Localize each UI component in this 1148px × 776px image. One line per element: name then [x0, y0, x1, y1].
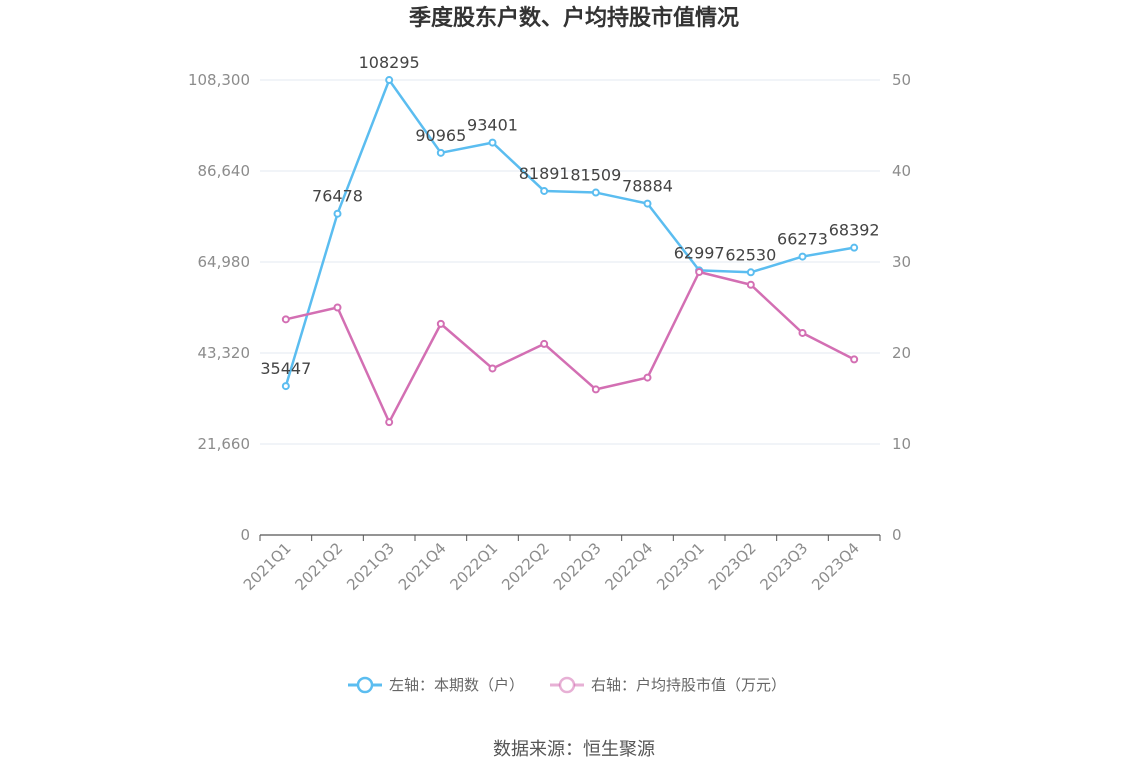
data-point-right[interactable] [333, 303, 342, 312]
x-axis-tick-label: 2023Q2 [705, 539, 760, 594]
chart-title: 季度股东户数、户均持股市值情况 [409, 5, 739, 31]
data-label: 62997 [674, 243, 725, 262]
x-axis-tick-label: 2022Q1 [447, 539, 502, 594]
data-point-left[interactable] [540, 186, 549, 195]
x-axis-tick-label: 2022Q4 [602, 539, 657, 594]
x-axis-tick-label: 2021Q4 [395, 539, 450, 594]
data-label: 108295 [359, 53, 420, 72]
data-point-right[interactable] [850, 355, 859, 364]
data-point-left[interactable] [643, 199, 652, 208]
data-point-left[interactable] [798, 252, 807, 261]
data-point-right[interactable] [281, 315, 290, 324]
right-axis-tick-label: 50 [892, 71, 911, 89]
data-point-left[interactable] [333, 209, 342, 218]
data-point-right[interactable] [643, 373, 652, 382]
x-axis-tick-label: 2023Q1 [653, 539, 708, 594]
data-point-left[interactable] [591, 188, 600, 197]
data-point-right[interactable] [591, 385, 600, 394]
x-axis-tick-label: 2023Q3 [757, 539, 812, 594]
data-label: 76478 [312, 187, 363, 206]
data-point-left[interactable] [281, 382, 290, 391]
legend[interactable]: 左轴：本期数（户） 右轴：户均持股市值（万元） [348, 676, 786, 694]
x-axis-tick-label: 2021Q3 [343, 539, 398, 594]
right-axis-tick-label: 40 [892, 162, 911, 180]
data-label: 81509 [570, 166, 621, 185]
data-point-right[interactable] [798, 328, 807, 337]
data-label: 62530 [725, 245, 776, 264]
x-axis-tick-label: 2022Q3 [550, 539, 605, 594]
data-label: 90965 [415, 126, 466, 145]
data-point-left[interactable] [436, 148, 445, 157]
data-label: 93401 [467, 116, 518, 135]
left-axis-tick-label: 86,640 [198, 162, 251, 180]
grid-lines [260, 79, 880, 445]
x-axis-tick-label: 2023Q4 [808, 539, 863, 594]
data-point-left[interactable] [850, 243, 859, 252]
x-axis-tick-label: 2022Q2 [498, 539, 553, 594]
x-axis-tick-label: 2021Q2 [292, 539, 347, 594]
data-point-right[interactable] [540, 339, 549, 348]
data-point-left[interactable] [385, 76, 394, 85]
data-label: 35447 [260, 359, 311, 378]
legend-label-right: 右轴：户均持股市值（万元） [591, 676, 786, 694]
data-label: 68392 [829, 221, 880, 240]
data-point-right[interactable] [695, 268, 704, 277]
data-label: 66273 [777, 230, 828, 249]
right-axis-tick-label: 20 [892, 344, 911, 362]
legend-marker-right [558, 676, 576, 694]
data-point-right[interactable] [385, 418, 394, 427]
left-axis-tick-label: 21,660 [198, 435, 251, 453]
data-point-left[interactable] [488, 138, 497, 147]
data-point-right[interactable] [488, 364, 497, 373]
data-label: 78884 [622, 177, 673, 196]
right-axis-tick-label: 0 [892, 526, 902, 544]
left-axis-tick-label: 64,980 [198, 253, 251, 271]
legend-item-right-series[interactable]: 右轴：户均持股市值（万元） [550, 676, 786, 694]
source-note: 数据来源：恒生聚源 [493, 739, 655, 760]
series-line-left [284, 78, 855, 387]
legend-marker-left [356, 676, 374, 694]
left-axis-tick-label: 43,320 [198, 344, 251, 362]
legend-item-left-series[interactable]: 左轴：本期数（户） [348, 676, 524, 694]
left-axis-tick-label: 108,300 [188, 71, 250, 89]
right-axis-tick-label: 10 [892, 435, 911, 453]
series-layer [281, 76, 859, 427]
data-point-right[interactable] [436, 319, 445, 328]
left-axis-tick-label: 0 [240, 526, 250, 544]
series-line-right [285, 270, 855, 424]
data-point-left[interactable] [746, 268, 755, 277]
data-label: 81891 [519, 164, 570, 183]
x-axis-tick-label: 2021Q1 [240, 539, 295, 594]
data-point-right[interactable] [746, 280, 755, 289]
legend-label-left: 左轴：本期数（户） [389, 676, 524, 694]
right-axis-tick-label: 30 [892, 253, 911, 271]
